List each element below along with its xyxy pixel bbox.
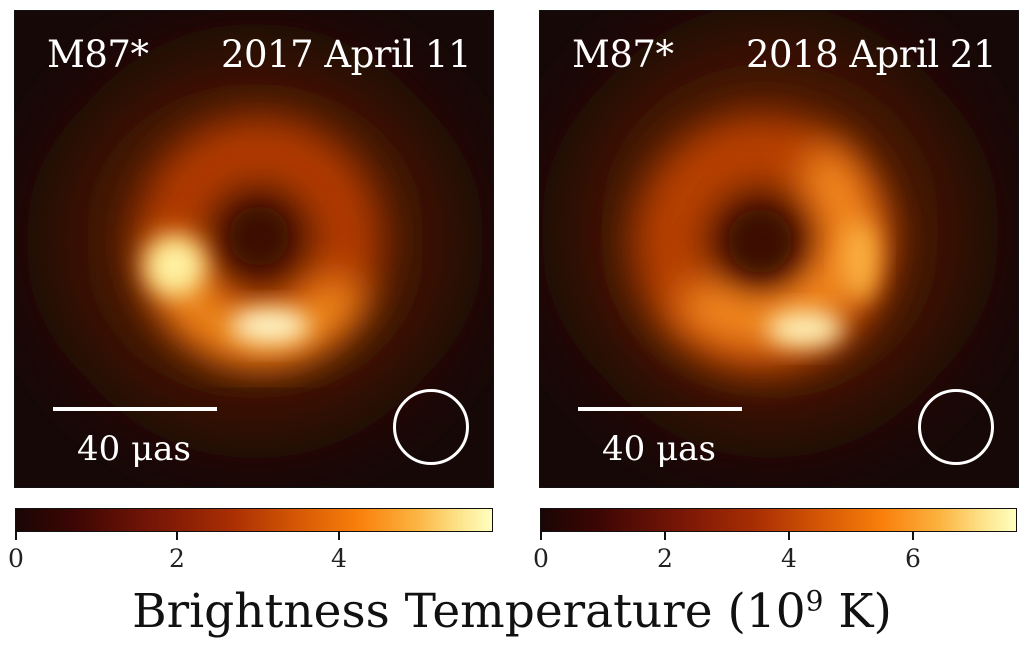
image-panel-2018: M87* 2018 April 21 40 μas xyxy=(539,10,1019,488)
colorbar-tick xyxy=(540,532,542,540)
colorbar-title-text: Brightness Temperature (10 xyxy=(132,584,806,639)
source-label: M87* xyxy=(47,33,149,76)
scale-bar xyxy=(53,407,217,411)
source-label: M87* xyxy=(572,33,674,76)
colorbar-2017 xyxy=(15,508,493,532)
scale-bar xyxy=(578,407,742,411)
colorbar-title: Brightness Temperature (109 K) xyxy=(0,584,1024,639)
black-hole-image-2017 xyxy=(55,51,455,431)
date-label: 2018 April 21 xyxy=(745,33,997,76)
scale-bar-label: 40 μas xyxy=(602,429,716,469)
colorbar-title-unit: K) xyxy=(823,584,892,639)
colorbar-title-exponent: 9 xyxy=(805,584,824,618)
colorbar-tick-label: 0 xyxy=(8,544,24,573)
colorbar-tick-label: 4 xyxy=(781,544,797,573)
black-hole-image-2018 xyxy=(570,31,970,431)
colorbar-tick-label: 2 xyxy=(169,544,185,573)
colorbar-tick xyxy=(15,532,17,540)
colorbar-tick xyxy=(338,532,340,540)
scale-bar-label: 40 μas xyxy=(77,429,191,469)
image-panel-2017: M87* 2017 April 11 40 μas xyxy=(14,10,494,488)
colorbar-tick-label: 4 xyxy=(331,544,347,573)
colorbar-tick xyxy=(912,532,914,540)
colorbar-tick-label: 2 xyxy=(657,544,673,573)
colorbar-tick xyxy=(664,532,666,540)
colorbar-2018 xyxy=(540,508,1017,532)
beam-circle xyxy=(918,389,994,465)
colorbar-tick-label: 6 xyxy=(905,544,921,573)
colorbar-tick xyxy=(788,532,790,540)
colorbar-tick xyxy=(176,532,178,540)
date-label: 2017 April 11 xyxy=(220,33,472,76)
colorbar-tick-label: 0 xyxy=(533,544,549,573)
beam-circle xyxy=(393,389,469,465)
